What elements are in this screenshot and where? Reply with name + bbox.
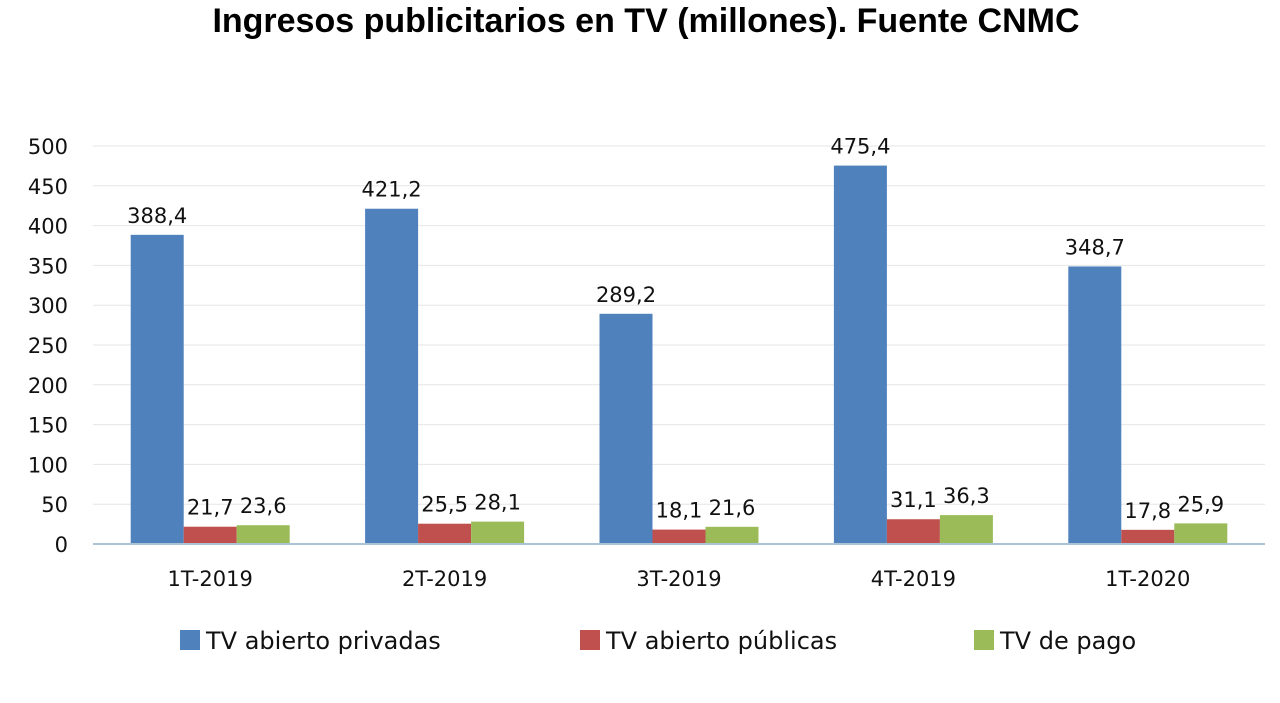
legend-label: TV de pago bbox=[999, 627, 1136, 655]
bar-privadas-2 bbox=[365, 208, 419, 544]
data-labels: 388,4 21,7 23,6 421,2 25,5 28,1 289,2 18,1 21,6 4… bbox=[127, 135, 1224, 523]
data-label: 348,7 bbox=[1065, 235, 1125, 259]
bar-publicas-2 bbox=[418, 523, 472, 544]
legend-item: TV abierto privadas bbox=[180, 627, 441, 655]
y-tick-label: 450 bbox=[28, 175, 68, 199]
bar-publicas-3 bbox=[652, 529, 706, 544]
bar-publicas-5 bbox=[1121, 529, 1175, 544]
bar-privadas-1 bbox=[130, 234, 184, 544]
data-label: 21,6 bbox=[709, 496, 756, 520]
chart-title: Ingresos publicitarios en TV (millones).… bbox=[212, 2, 1080, 40]
y-tick-label: 300 bbox=[28, 294, 68, 318]
y-tick-label: 350 bbox=[28, 254, 68, 278]
legend-swatch bbox=[974, 630, 994, 650]
x-category-label: 1T-2019 bbox=[168, 567, 253, 591]
legend-swatch bbox=[180, 630, 200, 650]
x-axis-categories: 1T-2019 2T-2019 3T-2019 4T-2019 1T-2020 bbox=[168, 567, 1191, 591]
legend-label: TV abierto privadas bbox=[205, 627, 441, 655]
data-label: 21,7 bbox=[187, 496, 234, 520]
x-category-label: 1T-2020 bbox=[1105, 567, 1190, 591]
bar-pago-5 bbox=[1174, 523, 1228, 544]
y-tick-label: 50 bbox=[41, 493, 68, 517]
data-label: 25,9 bbox=[1177, 492, 1224, 516]
x-category-label: 4T-2019 bbox=[871, 567, 956, 591]
data-label: 23,6 bbox=[240, 494, 287, 518]
data-label: 289,2 bbox=[596, 283, 656, 307]
bar-privadas-3 bbox=[599, 313, 653, 544]
gridlines bbox=[93, 145, 1265, 505]
bar-privadas-4 bbox=[833, 165, 887, 544]
legend-item: TV abierto públicas bbox=[580, 627, 837, 655]
data-label: 17,8 bbox=[1124, 499, 1171, 523]
bars bbox=[130, 165, 1228, 544]
bar-publicas-1 bbox=[183, 526, 237, 544]
bar-pago-3 bbox=[705, 526, 759, 544]
data-label: 28,1 bbox=[474, 491, 521, 515]
y-tick-label: 500 bbox=[28, 135, 68, 159]
legend: TV abierto privadas TV abierto públicas TV… bbox=[180, 627, 1136, 655]
bar-publicas-4 bbox=[886, 519, 940, 544]
y-tick-label: 0 bbox=[55, 533, 68, 557]
y-tick-label: 400 bbox=[28, 215, 68, 239]
legend-label: TV abierto públicas bbox=[605, 627, 837, 655]
data-label: 421,2 bbox=[362, 178, 422, 202]
x-category-label: 2T-2019 bbox=[402, 567, 487, 591]
data-label: 36,3 bbox=[943, 484, 990, 508]
legend-swatch bbox=[580, 630, 600, 650]
y-tick-label: 200 bbox=[28, 374, 68, 398]
y-axis-ticks: 0 50 100 150 200 250 300 350 400 450 500 bbox=[28, 135, 68, 557]
x-category-label: 3T-2019 bbox=[636, 567, 721, 591]
bar-pago-2 bbox=[471, 521, 525, 544]
data-label: 25,5 bbox=[421, 493, 468, 517]
bar-pago-1 bbox=[236, 525, 290, 544]
data-label: 18,1 bbox=[656, 499, 703, 523]
y-tick-label: 150 bbox=[28, 414, 68, 438]
data-label: 388,4 bbox=[127, 204, 187, 228]
legend-item: TV de pago bbox=[974, 627, 1136, 655]
data-label: 31,1 bbox=[890, 488, 937, 512]
y-tick-label: 250 bbox=[28, 334, 68, 358]
data-label: 475,4 bbox=[830, 135, 890, 159]
y-tick-label: 100 bbox=[28, 453, 68, 477]
bar-pago-4 bbox=[939, 515, 993, 544]
bar-privadas-5 bbox=[1068, 266, 1122, 544]
